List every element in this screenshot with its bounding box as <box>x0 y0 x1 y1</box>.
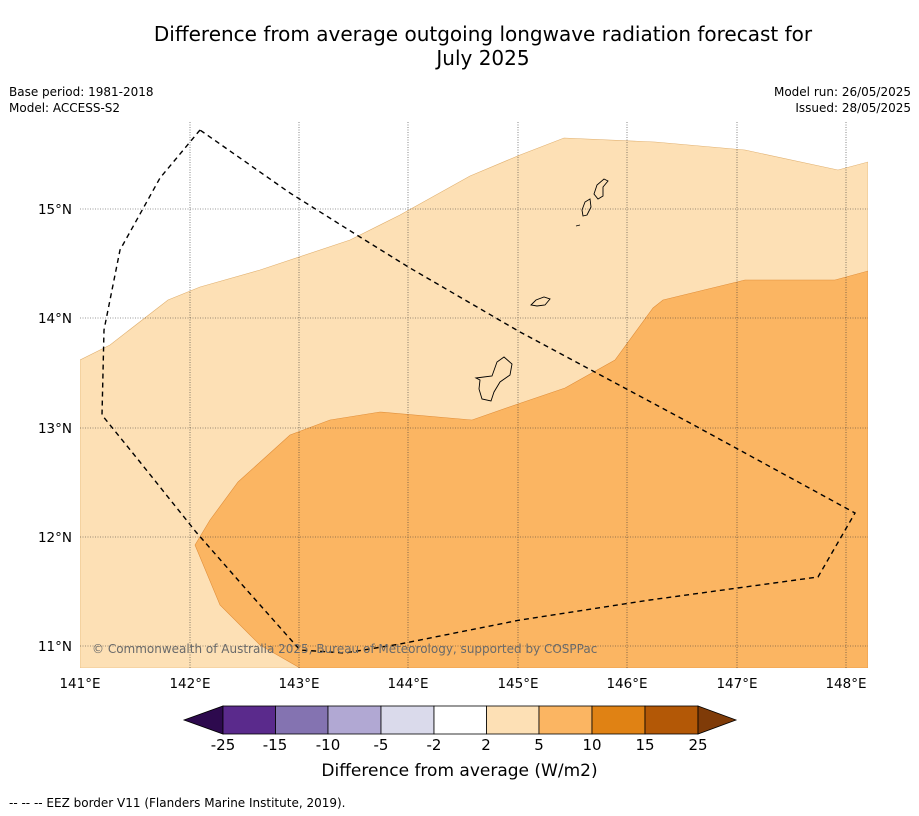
lon-label: 141°E <box>59 676 100 692</box>
colorbar-extend-high <box>697 705 738 735</box>
colorbar-tick-label: -10 <box>315 736 341 754</box>
lon-label: 147°E <box>716 676 757 692</box>
island-aguijan <box>575 224 581 227</box>
lat-label: 12°N <box>38 530 72 546</box>
colorbar-label: Difference from average (W/m2) <box>321 761 598 781</box>
base-period: Base period: 1981-2018 <box>9 85 154 99</box>
colorbar-tick-label: 25 <box>688 736 708 754</box>
island-tinian <box>581 198 592 217</box>
colorbar-tick-label: 15 <box>635 736 655 754</box>
colorbar-swatch <box>644 705 699 735</box>
eez-footnote: -- -- -- EEZ border V11 (Flanders Marine… <box>9 796 346 810</box>
model-run: Model run: 26/05/2025 <box>773 85 911 99</box>
eez-border <box>101 129 856 654</box>
colorbar-tick-label: -25 <box>210 736 236 754</box>
lon-label: 148°E <box>825 676 866 692</box>
colorbar-swatch <box>380 705 435 735</box>
island-saipan <box>593 178 609 200</box>
anomaly-region-5-to-10 <box>194 270 868 668</box>
island-rota <box>530 296 551 307</box>
colorbar-tick-label: -2 <box>426 736 442 754</box>
meta-left: Base period: 1981-2018 Model: ACCESS-S2 <box>9 84 154 116</box>
lon-label: 142°E <box>169 676 210 692</box>
islands <box>474 178 609 402</box>
lat-label: 13°N <box>38 421 72 437</box>
chart-title: Difference from average outgoing longwav… <box>0 22 919 70</box>
colorbar-swatch <box>486 705 540 735</box>
colorbar-swatch <box>327 705 382 735</box>
title-line-2: July 2025 <box>436 46 530 70</box>
colorbar-swatch <box>222 705 276 735</box>
lat-label: 14°N <box>38 311 72 327</box>
colorbar-swatch <box>433 705 487 735</box>
colorbar-swatch <box>538 705 593 735</box>
lon-label: 146°E <box>606 676 647 692</box>
colorbar-tick-label: 10 <box>582 736 602 754</box>
colorbar-swatch <box>591 705 646 735</box>
issued-date: Issued: 28/05/2025 <box>795 101 911 115</box>
graticule <box>80 122 868 668</box>
latitude-labels: 15°N 14°N 13°N 12°N 11°N <box>38 202 72 655</box>
lon-label: 144°E <box>387 676 428 692</box>
longitude-labels: 141°E 142°E 143°E 144°E 145°E 146°E 147°… <box>59 676 866 692</box>
colorbar-tick-label: 5 <box>534 736 544 754</box>
copyright-notice: © Commonwealth of Australia 2025, Bureau… <box>92 642 597 656</box>
island-guam <box>474 356 513 402</box>
colorbar <box>182 705 738 735</box>
lon-label: 145°E <box>497 676 538 692</box>
colorbar-extend-low <box>182 705 224 735</box>
lon-label: 143°E <box>278 676 319 692</box>
colorbar-swatch <box>275 705 329 735</box>
lat-label: 15°N <box>38 202 72 218</box>
colorbar-tick-label: 2 <box>481 736 491 754</box>
model-name: Model: ACCESS-S2 <box>9 101 121 115</box>
map-plot-area: © Commonwealth of Australia 2025, Bureau… <box>80 122 868 668</box>
title-line-1: Difference from average outgoing longwav… <box>153 22 813 46</box>
colorbar-tick-label: -5 <box>373 736 389 754</box>
colorbar-tick-label: -15 <box>262 736 288 754</box>
meta-right: Model run: 26/05/2025 Issued: 28/05/2025 <box>774 84 911 116</box>
lat-label: 11°N <box>38 639 72 655</box>
